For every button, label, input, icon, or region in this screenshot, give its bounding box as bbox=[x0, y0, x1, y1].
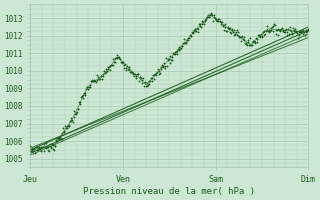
X-axis label: Pression niveau de la mer( hPa ): Pression niveau de la mer( hPa ) bbox=[83, 187, 255, 196]
